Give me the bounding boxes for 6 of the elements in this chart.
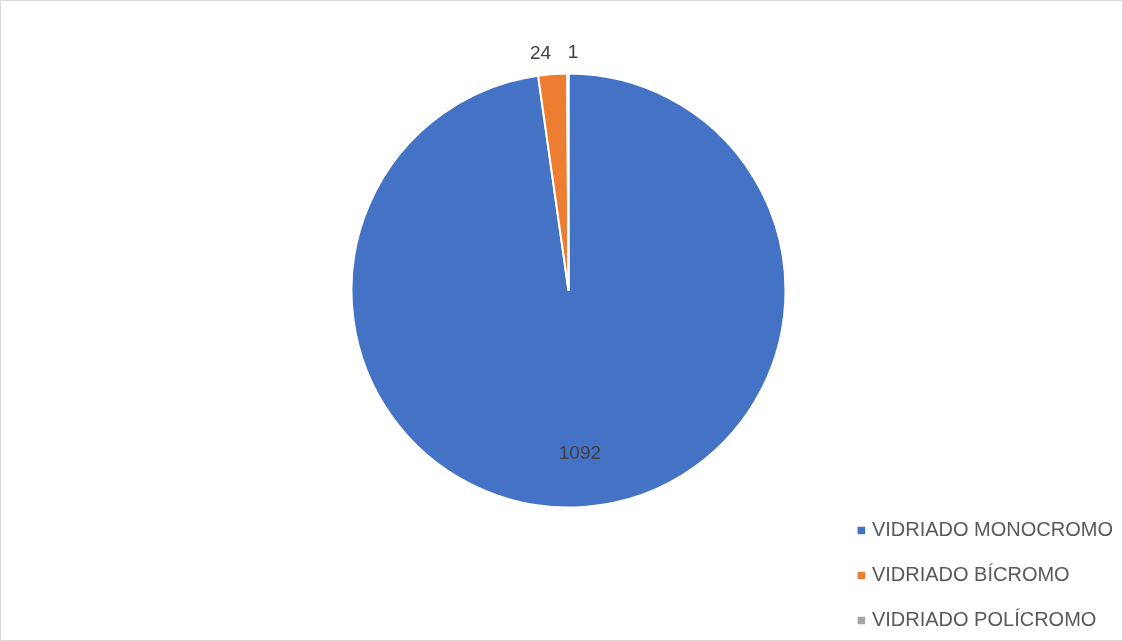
legend-label: VIDRIADO POLÍCROMO (871, 608, 1097, 631)
data-label: 1092 (558, 442, 602, 464)
legend-label: VIDRIADO MONOCROMO (871, 518, 1113, 541)
legend-label: VIDRIADO BÍCROMO (871, 563, 1070, 586)
data-label: 24 (529, 41, 552, 63)
data-label: 1 (567, 41, 579, 63)
